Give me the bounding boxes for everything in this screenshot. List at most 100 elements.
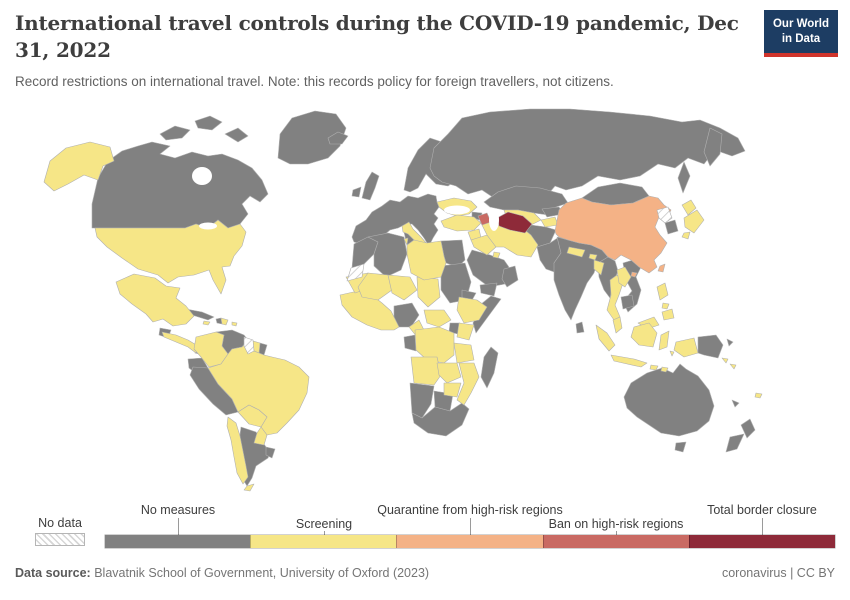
region-sumatra[interactable] [595, 324, 616, 352]
country-bolivia[interactable] [237, 404, 268, 428]
country-libya[interactable] [406, 239, 447, 281]
country-oman[interactable] [501, 265, 519, 288]
country-dr-congo[interactable] [414, 326, 455, 364]
country-yemen[interactable] [479, 282, 498, 297]
country-australia[interactable] [623, 363, 715, 437]
country-ethiopia[interactable] [456, 296, 488, 324]
country-canada-arctic-3[interactable] [224, 127, 249, 143]
country-namibia[interactable] [409, 382, 435, 419]
country-iraq[interactable] [470, 234, 497, 256]
region-puerto-rico[interactable] [231, 321, 238, 327]
country-tajikistan[interactable] [540, 216, 559, 228]
country-uruguay[interactable] [265, 446, 276, 459]
country-paraguay[interactable] [253, 426, 268, 446]
region-philippines-mindanao[interactable] [661, 308, 675, 321]
country-greenland[interactable] [277, 110, 347, 165]
country-brazil[interactable] [207, 339, 310, 436]
country-gabon[interactable] [403, 334, 417, 352]
region-maluku[interactable] [669, 350, 675, 357]
license-link[interactable]: coronavirus | CC BY [721, 566, 835, 580]
country-jamaica[interactable] [202, 320, 211, 326]
country-china[interactable] [554, 195, 672, 274]
region-sulawesi[interactable] [658, 330, 670, 351]
country-niger[interactable] [387, 274, 418, 301]
country-ireland[interactable] [351, 186, 362, 198]
legend-segment-no-measures[interactable] [105, 535, 251, 548]
legend-segment-quarantine[interactable] [396, 535, 543, 548]
country-madagascar[interactable] [480, 346, 499, 389]
country-canada[interactable] [91, 141, 269, 229]
region-hainan[interactable] [630, 271, 638, 278]
chart-footer: Data source: Blavatnik School of Governm… [15, 566, 835, 580]
country-chad[interactable] [416, 276, 441, 308]
country-sri-lanka[interactable] [575, 321, 585, 334]
region-central-america[interactable] [161, 331, 199, 354]
region-java[interactable] [610, 354, 648, 368]
region-western-sahara[interactable] [346, 263, 365, 282]
country-papua-new-guinea[interactable] [697, 334, 724, 359]
region-kamchatka[interactable] [703, 127, 723, 167]
region-png-islands[interactable] [726, 338, 734, 347]
country-angola[interactable] [410, 356, 442, 386]
country-united-kingdom[interactable] [361, 171, 380, 201]
country-chile[interactable] [226, 416, 249, 485]
country-russia[interactable] [429, 108, 746, 199]
legend-segment-ban[interactable] [542, 535, 689, 548]
sea-caspian [489, 209, 499, 231]
country-zambia[interactable] [436, 362, 462, 384]
country-cambodia[interactable] [620, 294, 635, 310]
country-canada-arctic-1[interactable] [159, 125, 191, 141]
country-mozambique[interactable] [456, 362, 480, 406]
region-philippines-visayas[interactable] [661, 302, 670, 310]
region-lesser-sunda-2[interactable] [660, 366, 669, 373]
owid-logo[interactable]: Our World in Data [764, 10, 838, 57]
region-solomon-2[interactable] [729, 363, 737, 370]
country-new-zealand-south[interactable] [725, 433, 745, 453]
country-zimbabwe[interactable] [443, 382, 462, 398]
country-iceland[interactable] [327, 131, 349, 145]
country-kuwait[interactable] [492, 251, 501, 259]
country-new-zealand-north[interactable] [740, 418, 756, 439]
legend-no-data-swatch[interactable] [35, 533, 85, 546]
country-mexico[interactable] [115, 273, 195, 327]
owid-logo-line2: in Data [781, 32, 821, 45]
country-kenya[interactable] [456, 322, 475, 341]
country-algeria[interactable] [367, 232, 408, 278]
region-solomon-1[interactable] [721, 357, 729, 364]
region-new-caledonia[interactable] [731, 399, 740, 408]
country-turkmenistan[interactable] [496, 211, 533, 234]
legend-segment-closure[interactable] [688, 535, 836, 548]
country-central-african-republic[interactable] [423, 309, 452, 328]
legend-segment-screening[interactable] [250, 535, 397, 548]
region-kalimantan[interactable] [630, 322, 658, 348]
country-guyana[interactable] [243, 336, 255, 355]
country-chile-tip[interactable] [243, 483, 255, 492]
region-sakhalin[interactable] [677, 161, 691, 194]
region-lesser-sunda-1[interactable] [649, 364, 659, 371]
country-turkey[interactable] [440, 214, 482, 232]
country-bangladesh[interactable] [593, 259, 605, 276]
region-philippines-luzon[interactable] [656, 282, 669, 301]
region-sardinia[interactable] [403, 237, 409, 246]
country-north-korea[interactable] [656, 206, 673, 224]
country-tanzania[interactable] [453, 342, 475, 364]
region-japan-honshu[interactable] [683, 209, 705, 234]
country-malaysia[interactable] [612, 316, 623, 334]
legend-tick-no-measures [178, 518, 179, 535]
country-dominican-republic[interactable] [220, 317, 229, 326]
country-south-korea[interactable] [664, 219, 679, 235]
country-south-africa[interactable] [411, 402, 470, 437]
region-taiwan[interactable] [657, 263, 666, 273]
region-japan-kyushu[interactable] [681, 231, 691, 240]
legend-label-no-measures: No measures [140, 503, 216, 517]
region-tasmania[interactable] [674, 441, 687, 453]
region-alaska[interactable] [43, 141, 115, 192]
country-united-states[interactable] [94, 219, 247, 295]
country-fiji[interactable] [754, 392, 763, 399]
region-west-papua[interactable] [673, 337, 699, 358]
region-europe-mainland[interactable] [351, 193, 440, 247]
region-japan-hokkaido[interactable] [681, 199, 697, 216]
country-nepal[interactable] [566, 246, 586, 258]
country-canada-arctic-2[interactable] [194, 115, 223, 131]
country-laos[interactable] [616, 266, 632, 288]
